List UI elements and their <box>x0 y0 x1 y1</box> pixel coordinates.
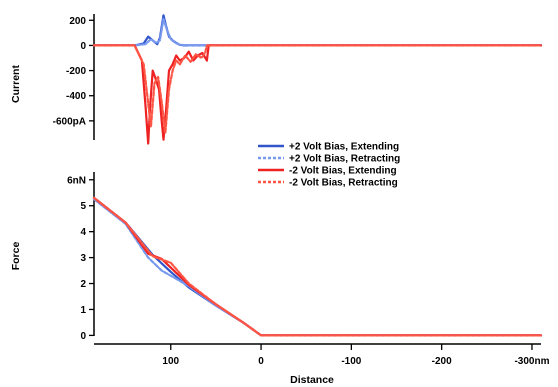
series-line-plus2-volt-bias-extending <box>92 196 543 337</box>
y-tick-label: 6nN <box>67 175 86 186</box>
x-tick-label: -100 <box>341 356 361 367</box>
y-tick-label: 5 <box>80 201 86 212</box>
legend-entry: -2 Volt Bias, Extending <box>258 166 397 177</box>
y-tick-label: -600pA <box>53 116 86 127</box>
legend-entry: -2 Volt Bias, Retracting <box>258 178 398 189</box>
x-tick-label: 100 <box>162 356 179 367</box>
y-tick-label: -200 <box>66 66 86 77</box>
series-line-minus2-volt-bias-extending <box>92 196 543 337</box>
y-tick-label: 0 <box>80 331 86 342</box>
distance-x-ticks: 100 0 -100 -200 -300nm <box>162 344 550 367</box>
legend-entry: +2 Volt Bias, Extending <box>258 142 399 153</box>
current-series <box>92 14 543 145</box>
distance-x-label: Distance <box>290 374 334 386</box>
current-panel: 200 0 -200 -400 -600pA Current <box>10 14 543 145</box>
force-panel: 6nN 5 4 3 2 1 0 100 0 -100 -200 -300nm Force Dista… <box>10 172 550 386</box>
legend: +2 Volt Bias, Extending +2 Volt Bias, Re… <box>258 142 400 189</box>
y-tick-label: 2 <box>80 279 86 290</box>
x-tick-label: 0 <box>258 356 264 367</box>
y-tick-label: -400 <box>66 91 86 102</box>
x-tick-label: -300nm <box>514 356 549 367</box>
current-y-ticks: 200 0 -200 -400 -600pA <box>53 16 94 127</box>
current-y-label: Current <box>10 65 22 103</box>
y-tick-label: 1 <box>80 305 86 316</box>
force-series <box>92 196 543 337</box>
series-line-plus2-volt-bias-retracting <box>92 17 543 47</box>
y-tick-label: 3 <box>80 253 86 264</box>
legend-label: +2 Volt Bias, Extending <box>289 142 399 153</box>
y-tick-label: 0 <box>80 41 86 52</box>
legend-label: -2 Volt Bias, Extending <box>289 166 397 177</box>
force-y-label: Force <box>10 242 22 271</box>
y-tick-label: 4 <box>80 227 86 238</box>
series-line-minus2-volt-bias-retracting <box>92 44 543 135</box>
series-line-minus2-volt-bias-extending <box>92 44 543 145</box>
x-tick-label: -200 <box>432 356 452 367</box>
legend-label: +2 Volt Bias, Retracting <box>289 154 400 165</box>
force-y-ticks: 6nN 5 4 3 2 1 0 <box>67 175 94 342</box>
legend-label: -2 Volt Bias, Retracting <box>289 178 398 189</box>
series-line-plus2-volt-bias-retracting <box>92 198 543 337</box>
y-tick-label: 200 <box>69 16 86 27</box>
series-line-minus2-volt-bias-retracting <box>92 196 543 337</box>
legend-entry: +2 Volt Bias, Retracting <box>258 154 400 165</box>
